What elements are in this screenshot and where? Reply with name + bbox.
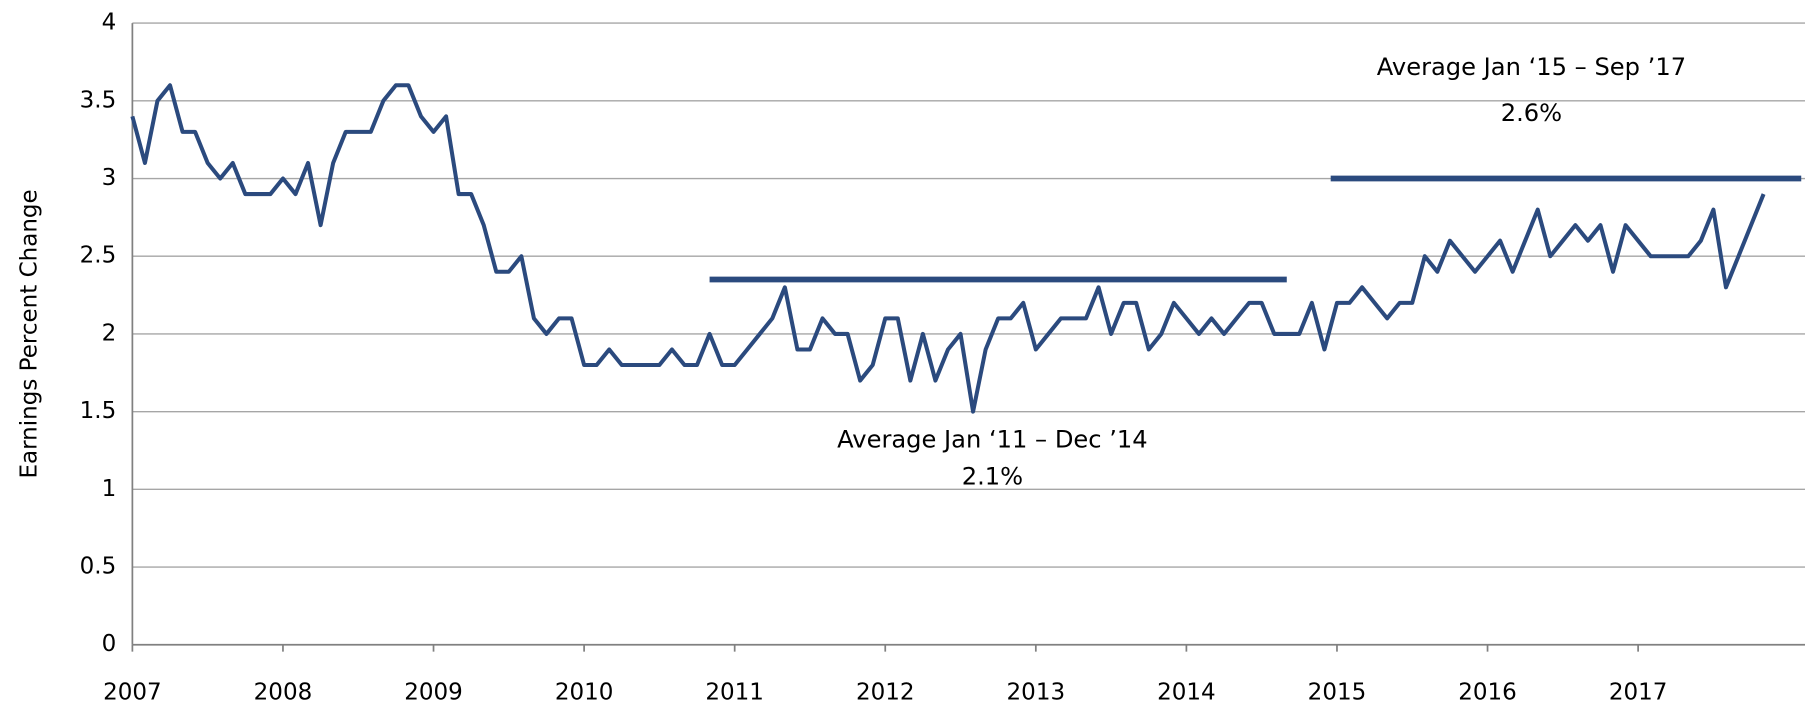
y-tick-label: 0.5: [80, 554, 117, 580]
y-tick-label: 1: [102, 476, 117, 502]
y-tick-label: 4: [102, 10, 117, 36]
x-tick-label: 2016: [1458, 680, 1517, 706]
data-line: [130, 83, 1766, 414]
y-tick-label: 3.5: [80, 87, 117, 113]
x-tick-label: 2014: [1157, 680, 1216, 706]
annotation-value: 2.6%: [1501, 99, 1562, 127]
x-tick-label: 2015: [1308, 680, 1367, 706]
x-tick-label: 2011: [705, 680, 764, 706]
y-tick-label: 0: [102, 631, 117, 657]
y-tick-label: 2.5: [80, 243, 117, 269]
x-tick-label: 2013: [1007, 680, 1066, 706]
annotation-value: 2.1%: [962, 463, 1023, 491]
x-tick-label: 2012: [856, 680, 915, 706]
x-tick-label: 2009: [404, 680, 463, 706]
annotation: Average Jan ‘15 – Sep ’17: [1377, 53, 1686, 81]
x-tick-label: 2017: [1609, 680, 1668, 706]
y-axis-label: Earnings Percent Change: [16, 189, 42, 478]
x-tick-label: 2010: [555, 680, 614, 706]
x-tick-label: 2007: [103, 680, 162, 706]
y-tick-label: 3: [102, 165, 117, 191]
x-tick-label: 2008: [254, 680, 313, 706]
y-tick-label: 1.5: [80, 398, 117, 424]
y-tick-label: 2: [102, 320, 117, 346]
annotation: Average Jan ‘11 – Dec ’14: [837, 426, 1147, 454]
